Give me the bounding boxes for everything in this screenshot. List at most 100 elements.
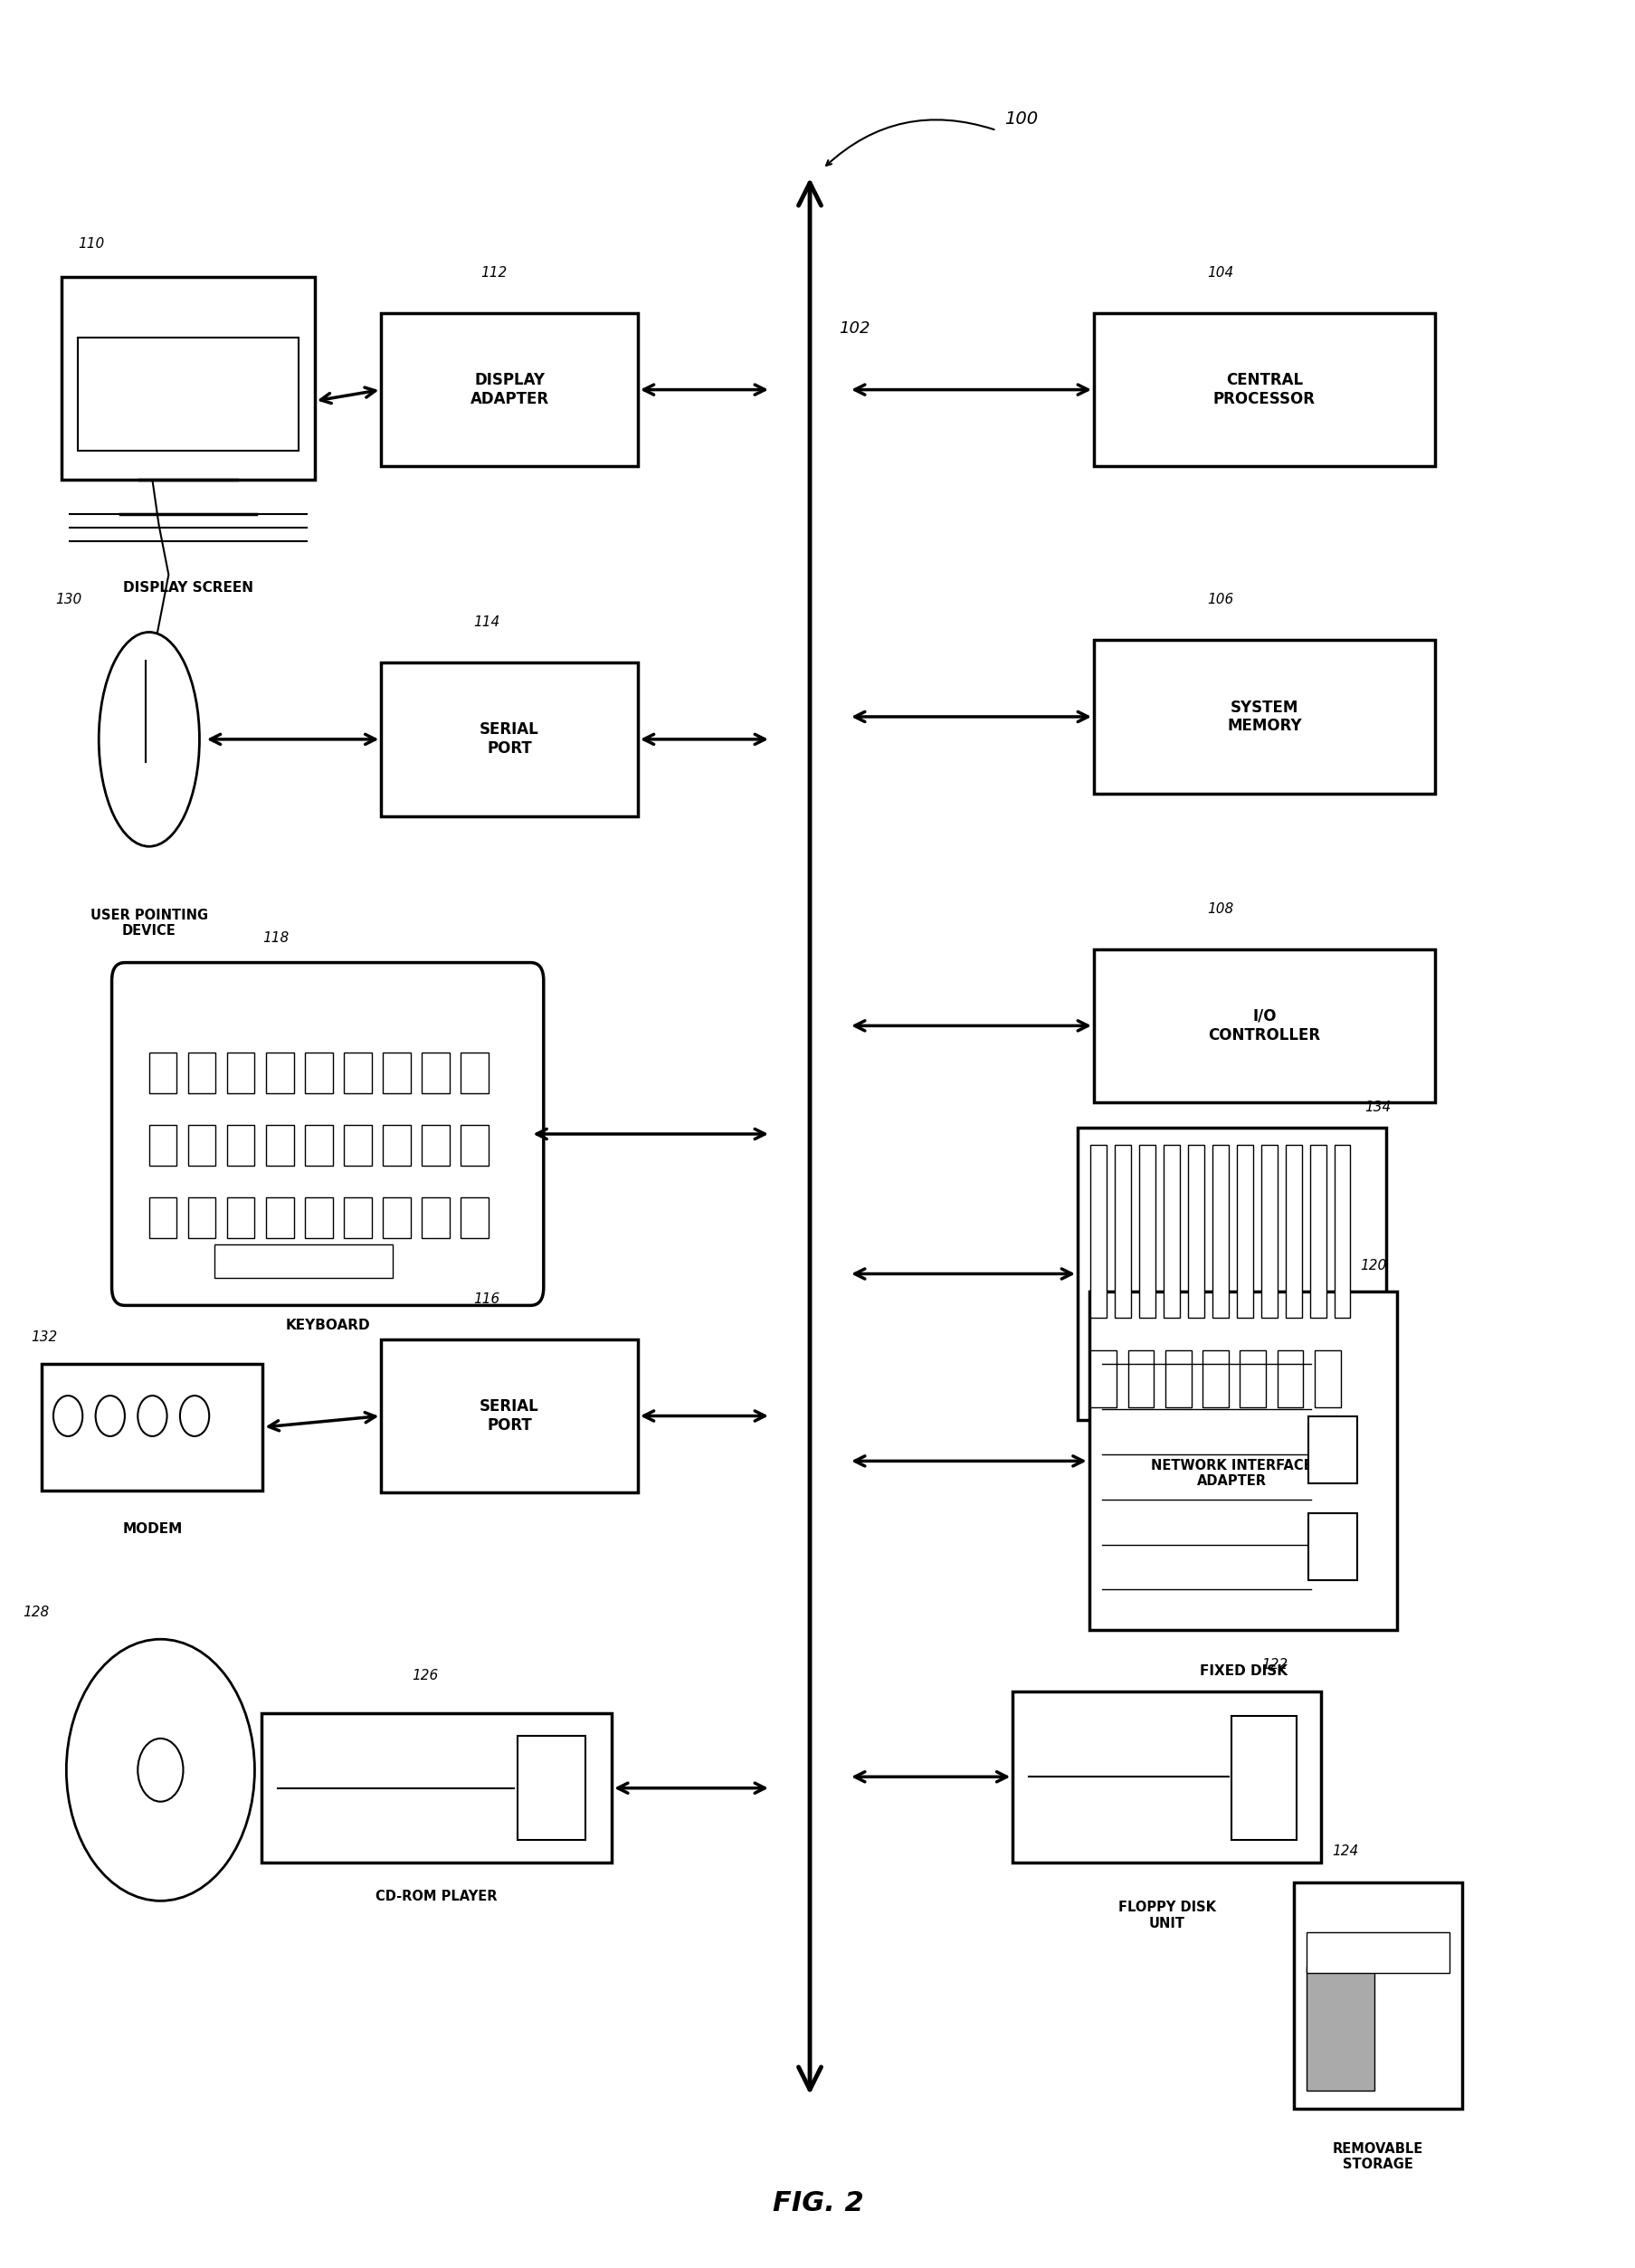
Text: 118: 118: [263, 932, 289, 946]
FancyBboxPatch shape: [304, 1125, 332, 1166]
FancyBboxPatch shape: [188, 1052, 216, 1093]
FancyBboxPatch shape: [1091, 1145, 1107, 1318]
Text: 124: 124: [1333, 1844, 1359, 1857]
FancyBboxPatch shape: [1261, 1145, 1277, 1318]
FancyBboxPatch shape: [422, 1052, 450, 1093]
Ellipse shape: [98, 633, 199, 846]
Text: 126: 126: [412, 1669, 438, 1683]
Text: 104: 104: [1207, 265, 1233, 279]
FancyBboxPatch shape: [262, 1715, 611, 1862]
FancyBboxPatch shape: [343, 1198, 371, 1238]
Text: 112: 112: [481, 265, 507, 279]
FancyBboxPatch shape: [214, 1245, 392, 1279]
FancyBboxPatch shape: [304, 1052, 332, 1093]
FancyBboxPatch shape: [1239, 1349, 1265, 1406]
FancyBboxPatch shape: [1308, 1513, 1355, 1581]
FancyBboxPatch shape: [1115, 1145, 1131, 1318]
FancyBboxPatch shape: [267, 1125, 293, 1166]
FancyBboxPatch shape: [267, 1198, 293, 1238]
FancyBboxPatch shape: [422, 1125, 450, 1166]
Text: 116: 116: [474, 1293, 500, 1306]
FancyBboxPatch shape: [1334, 1145, 1349, 1318]
Text: SERIAL
PORT: SERIAL PORT: [479, 1399, 540, 1433]
FancyBboxPatch shape: [78, 338, 298, 451]
Text: SYSTEM
MEMORY: SYSTEM MEMORY: [1226, 699, 1301, 735]
Circle shape: [54, 1395, 82, 1436]
FancyBboxPatch shape: [1306, 1932, 1449, 1973]
Text: REMOVABLE
STORAGE: REMOVABLE STORAGE: [1333, 2143, 1422, 2170]
Circle shape: [137, 1740, 183, 1801]
FancyBboxPatch shape: [1187, 1145, 1203, 1318]
FancyBboxPatch shape: [227, 1198, 255, 1238]
FancyBboxPatch shape: [1012, 1692, 1321, 1862]
FancyBboxPatch shape: [1138, 1145, 1154, 1318]
FancyBboxPatch shape: [1094, 313, 1434, 467]
Text: FIXED DISK: FIXED DISK: [1198, 1665, 1287, 1678]
Text: 130: 130: [56, 594, 82, 606]
FancyBboxPatch shape: [381, 662, 638, 816]
FancyBboxPatch shape: [1315, 1349, 1341, 1406]
FancyBboxPatch shape: [62, 277, 314, 481]
Text: 120: 120: [1359, 1259, 1386, 1272]
FancyBboxPatch shape: [422, 1198, 450, 1238]
Text: MODEM: MODEM: [123, 1522, 181, 1535]
FancyBboxPatch shape: [383, 1125, 410, 1166]
FancyBboxPatch shape: [1231, 1717, 1297, 1839]
FancyBboxPatch shape: [461, 1052, 489, 1093]
FancyBboxPatch shape: [343, 1125, 371, 1166]
Text: 106: 106: [1207, 594, 1233, 606]
Text: KEYBOARD: KEYBOARD: [284, 1320, 370, 1334]
FancyBboxPatch shape: [111, 962, 543, 1306]
Text: I/O
CONTROLLER: I/O CONTROLLER: [1208, 1009, 1319, 1043]
FancyBboxPatch shape: [1089, 1293, 1396, 1631]
FancyBboxPatch shape: [304, 1198, 332, 1238]
FancyBboxPatch shape: [1212, 1145, 1228, 1318]
FancyBboxPatch shape: [188, 1198, 216, 1238]
Text: 100: 100: [1004, 109, 1038, 127]
FancyBboxPatch shape: [1164, 1349, 1190, 1406]
FancyBboxPatch shape: [1162, 1145, 1179, 1318]
FancyBboxPatch shape: [1293, 1882, 1462, 2109]
Text: 122: 122: [1261, 1658, 1287, 1672]
FancyBboxPatch shape: [461, 1125, 489, 1166]
Text: FLOPPY DISK
UNIT: FLOPPY DISK UNIT: [1117, 1901, 1215, 1930]
FancyBboxPatch shape: [1077, 1127, 1385, 1420]
FancyBboxPatch shape: [227, 1052, 255, 1093]
FancyBboxPatch shape: [1094, 948, 1434, 1102]
FancyBboxPatch shape: [517, 1737, 585, 1839]
FancyBboxPatch shape: [149, 1125, 177, 1166]
Circle shape: [67, 1640, 255, 1901]
Text: CD-ROM PLAYER: CD-ROM PLAYER: [376, 1889, 497, 1903]
FancyBboxPatch shape: [461, 1198, 489, 1238]
Text: 108: 108: [1207, 903, 1233, 916]
FancyBboxPatch shape: [1236, 1145, 1252, 1318]
Text: 128: 128: [23, 1606, 49, 1619]
FancyBboxPatch shape: [1128, 1349, 1153, 1406]
FancyBboxPatch shape: [1310, 1145, 1326, 1318]
FancyBboxPatch shape: [343, 1052, 371, 1093]
FancyBboxPatch shape: [188, 1125, 216, 1166]
Text: SERIAL
PORT: SERIAL PORT: [479, 721, 540, 758]
Text: 102: 102: [839, 320, 870, 338]
Text: 110: 110: [78, 236, 105, 249]
FancyBboxPatch shape: [227, 1125, 255, 1166]
FancyBboxPatch shape: [383, 1198, 410, 1238]
FancyBboxPatch shape: [149, 1052, 177, 1093]
Text: NETWORK INTERFACE
ADAPTER: NETWORK INTERFACE ADAPTER: [1151, 1458, 1311, 1488]
FancyBboxPatch shape: [1277, 1349, 1303, 1406]
Text: DISPLAY
ADAPTER: DISPLAY ADAPTER: [469, 372, 549, 408]
FancyBboxPatch shape: [267, 1052, 293, 1093]
FancyBboxPatch shape: [383, 1052, 410, 1093]
Text: FIG. 2: FIG. 2: [772, 2191, 863, 2216]
Circle shape: [180, 1395, 209, 1436]
FancyBboxPatch shape: [1285, 1145, 1301, 1318]
FancyBboxPatch shape: [381, 1338, 638, 1492]
FancyBboxPatch shape: [1308, 1415, 1355, 1483]
FancyBboxPatch shape: [1091, 1349, 1117, 1406]
FancyBboxPatch shape: [1202, 1349, 1228, 1406]
Text: USER POINTING
DEVICE: USER POINTING DEVICE: [90, 909, 208, 937]
Text: 132: 132: [31, 1331, 57, 1345]
FancyBboxPatch shape: [1306, 1966, 1373, 2091]
FancyBboxPatch shape: [381, 313, 638, 467]
Text: 134: 134: [1364, 1100, 1391, 1114]
